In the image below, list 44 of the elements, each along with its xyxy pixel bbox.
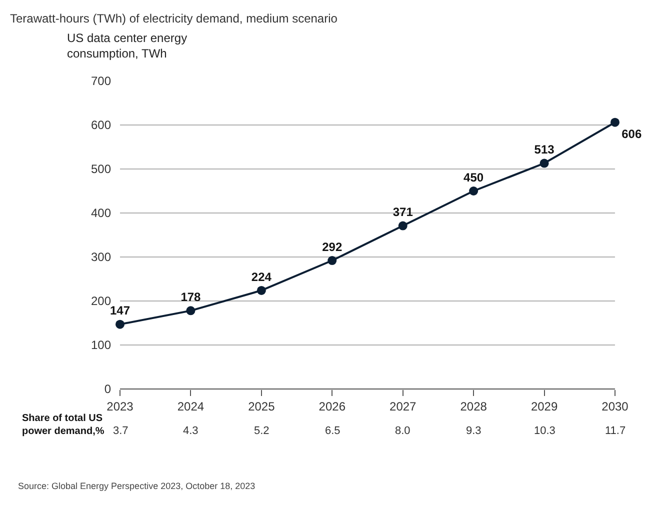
y-tick-label: 300 (90, 250, 112, 264)
data-label: 513 (534, 142, 555, 157)
point (398, 221, 408, 230)
x-tick-label: 2024 (177, 399, 204, 414)
text: 11.7 (605, 425, 626, 437)
x-tick-label: 2026 (318, 399, 346, 414)
data-label: 292 (322, 240, 342, 254)
point (469, 186, 478, 196)
point (610, 118, 620, 127)
x-tick-label: 2023 (106, 399, 134, 414)
x-tick-label: 2030 (602, 399, 629, 414)
point (328, 256, 337, 266)
data-label: 450 (464, 170, 484, 184)
y-tick-label: 100 (90, 338, 112, 352)
x-tick-label: 2025 (248, 399, 276, 414)
data-label: 178 (180, 290, 202, 304)
x-tick-label: 2027 (390, 399, 417, 414)
text: Share of total US power demand,% (22, 413, 104, 437)
y-tick-label: 700 (90, 74, 112, 88)
y-tick-label: 200 (90, 294, 112, 308)
text: 6.5 (325, 425, 340, 437)
data-label: 147 (110, 304, 130, 318)
point (186, 306, 196, 316)
y-tick-label: 0 (104, 382, 112, 396)
text: 9.3 (466, 425, 482, 437)
text: 4.3 (183, 425, 198, 437)
point (540, 158, 549, 168)
text: 10.3 (534, 425, 556, 437)
point (256, 286, 266, 295)
data-label: 224 (251, 270, 272, 284)
text: 3.7 (113, 425, 128, 437)
text: 5.2 (254, 425, 270, 437)
data-label: 606 (622, 126, 642, 141)
x-tick-label: 2028 (460, 399, 488, 414)
y-tick-label: 400 (90, 206, 112, 220)
text: 8.0 (395, 425, 410, 437)
point (116, 320, 124, 329)
chart-title: Terawatt-hours (TWh) of electricity demand, medium scenario (10, 11, 338, 26)
data-label: 371 (392, 205, 414, 220)
y-axis-title: US data center energy consumption, TWh (67, 31, 188, 61)
x-tick-label: 2029 (530, 399, 558, 414)
y-tick-label: 500 (90, 162, 112, 176)
source-note: Source: Global Energy Perspective 2023, October 18, 2023 (18, 481, 256, 491)
y-tick-label: 600 (90, 118, 112, 132)
